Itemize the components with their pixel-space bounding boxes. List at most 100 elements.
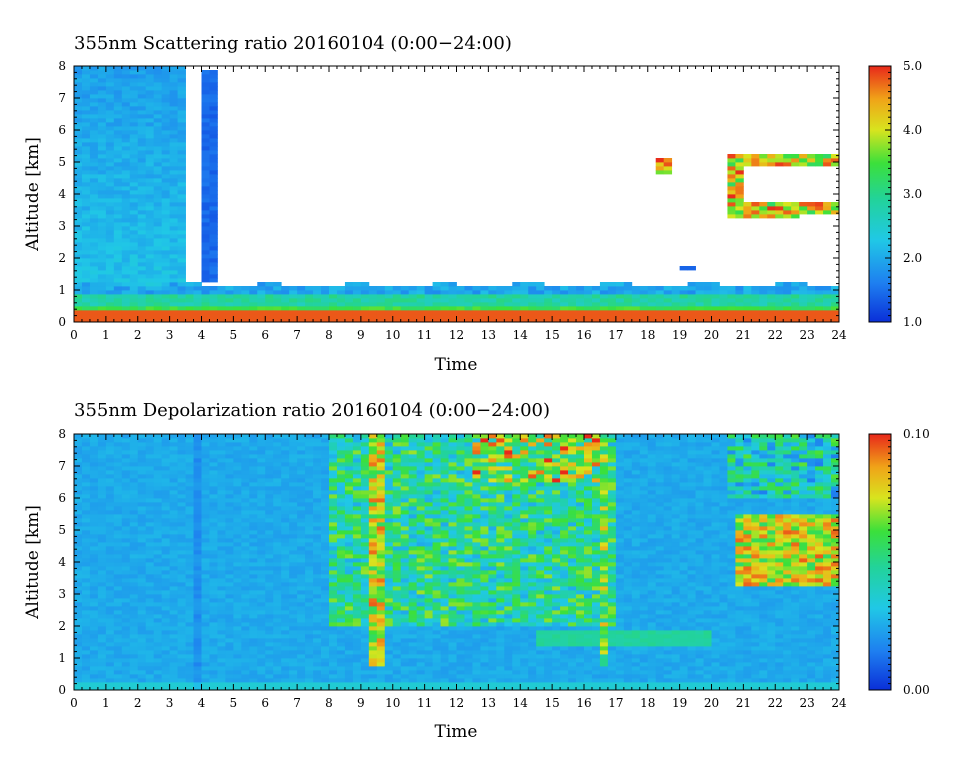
heatmap-cell bbox=[289, 678, 298, 683]
heatmap-cell bbox=[360, 294, 370, 299]
heatmap-cell bbox=[81, 666, 91, 671]
heatmap-cell bbox=[281, 462, 290, 467]
heatmap-cell bbox=[161, 686, 171, 690]
heatmap-cell bbox=[113, 586, 123, 591]
heatmap-cell bbox=[504, 294, 513, 299]
heatmap-cell bbox=[129, 230, 139, 235]
heatmap-cell bbox=[360, 614, 370, 619]
heatmap-cell bbox=[344, 618, 354, 623]
heatmap-cell bbox=[105, 222, 115, 227]
heatmap-cell bbox=[432, 310, 441, 315]
heatmap-cell bbox=[384, 606, 394, 611]
heatmap-cell bbox=[408, 542, 418, 547]
heatmap-cell bbox=[161, 610, 171, 615]
heatmap-cell bbox=[344, 594, 354, 599]
heatmap-cell bbox=[352, 546, 362, 551]
heatmap-cell bbox=[217, 298, 226, 303]
heatmap-cell bbox=[360, 666, 370, 671]
heatmap-cell bbox=[129, 454, 139, 459]
heatmap-cell bbox=[89, 66, 99, 71]
heatmap-cell bbox=[137, 282, 147, 287]
heatmap-cell bbox=[225, 318, 234, 322]
heatmap-cell bbox=[336, 526, 346, 531]
heatmap-cell bbox=[400, 458, 410, 463]
heatmap-cell bbox=[408, 682, 418, 687]
heatmap-cell bbox=[360, 554, 370, 559]
heatmap-cell bbox=[225, 566, 234, 571]
heatmap-cell bbox=[209, 582, 218, 587]
heatmap-cell bbox=[631, 290, 641, 295]
heatmap-cell bbox=[89, 246, 99, 251]
heatmap-cell bbox=[169, 162, 178, 167]
heatmap-cell bbox=[209, 470, 218, 475]
heatmap-cell bbox=[89, 110, 99, 115]
heatmap-cell bbox=[392, 286, 402, 291]
heatmap-cell bbox=[129, 446, 139, 451]
heatmap-cell bbox=[137, 146, 147, 151]
heatmap-cell bbox=[273, 642, 282, 647]
heatmap-cell bbox=[209, 446, 218, 451]
heatmap-cell bbox=[313, 634, 322, 639]
heatmap-cell bbox=[400, 298, 410, 303]
heatmap-cell bbox=[249, 582, 258, 587]
heatmap-cell bbox=[400, 626, 410, 631]
heatmap-cell bbox=[193, 462, 202, 467]
heatmap-cell bbox=[137, 606, 147, 611]
heatmap-cell bbox=[807, 158, 816, 163]
heatmap-cell bbox=[209, 634, 218, 639]
heatmap-cell bbox=[105, 302, 115, 307]
heatmap-cell bbox=[392, 554, 402, 559]
heatmap-cell bbox=[113, 626, 123, 631]
heatmap-cell bbox=[336, 634, 346, 639]
heatmap-cell bbox=[177, 566, 186, 571]
heatmap-cell bbox=[153, 110, 163, 115]
heatmap-cell bbox=[711, 294, 720, 299]
heatmap-cell bbox=[376, 642, 386, 647]
heatmap-cell bbox=[153, 242, 163, 247]
heatmap-cell bbox=[113, 154, 123, 159]
heatmap-cell bbox=[727, 190, 736, 195]
heatmap-cell bbox=[161, 94, 171, 99]
heatmap-cell bbox=[241, 490, 250, 495]
heatmap-cell bbox=[209, 518, 218, 523]
heatmap-cell bbox=[448, 298, 457, 303]
heatmap-cell bbox=[153, 474, 163, 479]
heatmap-cell bbox=[384, 482, 394, 487]
heatmap-cell bbox=[185, 294, 194, 299]
heatmap-cell bbox=[289, 634, 298, 639]
heatmap-cell bbox=[113, 554, 123, 559]
heatmap-cell bbox=[352, 502, 362, 507]
heatmap-cell bbox=[121, 590, 131, 595]
heatmap-cell bbox=[384, 462, 394, 467]
heatmap-cell bbox=[169, 266, 178, 271]
heatmap-cell bbox=[121, 202, 131, 207]
heatmap-cell bbox=[89, 682, 99, 687]
heatmap-cell bbox=[145, 182, 155, 187]
heatmap-cell bbox=[273, 314, 282, 319]
heatmap-cell bbox=[74, 470, 83, 475]
heatmap-cell bbox=[169, 262, 178, 267]
heatmap-cell bbox=[265, 454, 274, 459]
heatmap-cell bbox=[352, 438, 362, 443]
heatmap-cell bbox=[336, 314, 346, 319]
heatmap-cell bbox=[74, 522, 83, 527]
heatmap-cell bbox=[759, 214, 768, 219]
heatmap-cell bbox=[89, 226, 99, 231]
heatmap-cell bbox=[241, 602, 250, 607]
heatmap-cell bbox=[289, 658, 298, 663]
heatmap-cell bbox=[74, 250, 83, 255]
heatmap-cell bbox=[129, 450, 139, 455]
heatmap-cell bbox=[121, 138, 131, 143]
heatmap-cell bbox=[376, 566, 386, 571]
heatmap-cell bbox=[336, 438, 346, 443]
heatmap-cell bbox=[81, 522, 91, 527]
heatmap-cell bbox=[97, 466, 107, 471]
heatmap-cell bbox=[161, 230, 171, 235]
heatmap-cell bbox=[137, 670, 147, 675]
heatmap-cell bbox=[161, 682, 171, 687]
heatmap-cell bbox=[169, 638, 178, 643]
heatmap-cell bbox=[201, 194, 210, 199]
heatmap-cell bbox=[408, 630, 418, 635]
heatmap-cell bbox=[305, 542, 314, 547]
heatmap-cell bbox=[161, 118, 171, 123]
